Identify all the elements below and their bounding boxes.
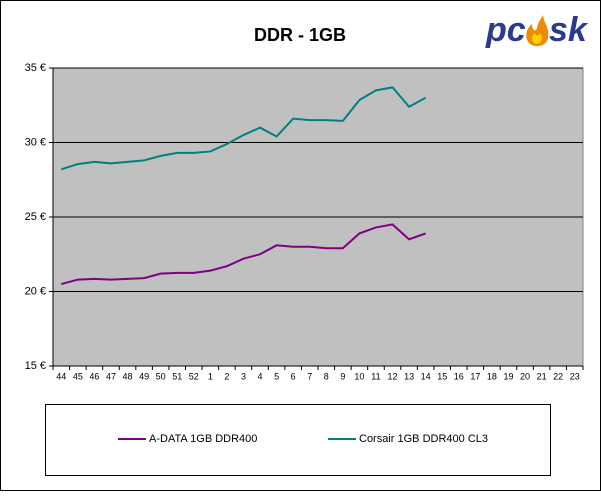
x-tick-label: 45 [73, 371, 83, 381]
series-line [61, 223, 426, 286]
legend-label: A-DATA 1GB DDR400 [149, 433, 257, 445]
x-tick-label: 18 [487, 371, 497, 381]
series-line [60, 86, 427, 171]
logo-flame [526, 15, 549, 47]
x-tick-label: 50 [156, 371, 166, 381]
x-tick-label: 14 [421, 371, 431, 381]
x-tick-label: 8 [324, 371, 329, 381]
x-tick-label: 15 [437, 371, 447, 381]
x-tick-label: 10 [354, 371, 364, 381]
x-tick-label: 46 [89, 371, 99, 381]
x-tick-label: 20 [520, 371, 530, 381]
legend-label: Corsair 1GB DDR400 CL3 [359, 433, 488, 445]
x-tick-label: 3 [241, 371, 246, 381]
logo-text: sk [549, 11, 589, 49]
x-tick-label: 4 [258, 371, 263, 381]
x-tick-label: 49 [139, 371, 149, 381]
x-tick-label: 12 [388, 371, 398, 381]
x-tick-label: 48 [123, 371, 133, 381]
x-tick-label: 16 [454, 371, 464, 381]
x-tick-label: 11 [371, 371, 380, 381]
y-tick-label: 35 € [25, 62, 46, 74]
x-tick-label: 2 [224, 371, 229, 381]
y-tick-label: 15 € [25, 360, 46, 372]
x-tick-label: 21 [537, 371, 547, 381]
x-tick-label: 7 [307, 371, 312, 381]
x-tick-label: 6 [291, 371, 296, 381]
x-tick-label: 1 [208, 371, 213, 381]
x-tick-label: 13 [404, 371, 414, 381]
x-tick-label: 19 [503, 371, 513, 381]
chart-title: DDR - 1GB [254, 25, 346, 45]
x-tick-label: 5 [274, 371, 279, 381]
x-tick-label: 47 [106, 371, 116, 381]
x-tick-label: 52 [189, 371, 199, 381]
x-tick-label: 44 [56, 371, 66, 381]
logo: pc sk [485, 11, 589, 49]
x-tick-label: 17 [470, 371, 480, 381]
y-tick-label: 25 € [25, 211, 46, 223]
logo-text: pc [485, 11, 526, 49]
logo-flame-core [532, 33, 542, 44]
y-tick-label: 20 € [25, 285, 46, 297]
x-tick-label: 22 [553, 371, 563, 381]
y-tick-label: 30 € [25, 136, 46, 148]
x-tick-label: 51 [172, 371, 182, 381]
x-tick-label: 23 [570, 371, 580, 381]
x-tick-label: 9 [340, 371, 345, 381]
